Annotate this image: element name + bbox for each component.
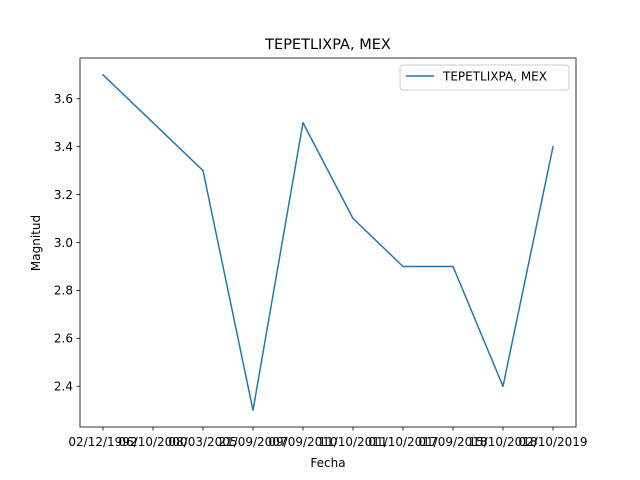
y-tick-label: 3.0 bbox=[54, 236, 73, 250]
x-tick-label: 15/10/2018 bbox=[468, 435, 537, 449]
y-tick-label: 2.6 bbox=[54, 332, 73, 346]
x-axis-label: Fecha bbox=[310, 456, 345, 470]
y-tick-label: 3.4 bbox=[54, 140, 73, 154]
x-tick-label: 02/12/1992 bbox=[68, 435, 137, 449]
plot-area bbox=[80, 58, 576, 427]
x-tick-label: 01/10/2017 bbox=[368, 435, 437, 449]
x-tick-label: 02/10/2019 bbox=[518, 435, 587, 449]
series-layer bbox=[101, 73, 554, 411]
y-axis-label: Magnitud bbox=[29, 215, 43, 271]
y-tick-label: 2.8 bbox=[54, 284, 73, 298]
y-axis: 2.4 2.6 2.8 3.0 3.2 3.4 3.6 bbox=[54, 92, 80, 394]
x-tick-label: 08/03/2005 bbox=[168, 435, 237, 449]
y-tick-label: 2.4 bbox=[54, 380, 73, 394]
plot-frame bbox=[79, 57, 577, 428]
y-tick-label: 3.2 bbox=[54, 188, 73, 202]
x-tick-label: 06/10/2000 bbox=[118, 435, 187, 449]
series-line bbox=[101, 73, 554, 411]
y-tick-label: 3.6 bbox=[54, 92, 73, 106]
x-tick-label: 09/09/2010 bbox=[268, 435, 337, 449]
x-tick-label: 11/10/2011 bbox=[318, 435, 387, 449]
legend-box bbox=[399, 64, 570, 91]
x-tick-label: 21/09/2007 bbox=[218, 435, 287, 449]
x-axis: 02/12/199206/10/200008/03/200521/09/2007… bbox=[68, 427, 588, 449]
legend: TEPETLIXPA, MEX bbox=[399, 64, 570, 91]
x-tick-label: 01/09/2018 bbox=[418, 435, 487, 449]
legend-label: TEPETLIXPA, MEX bbox=[442, 70, 547, 84]
chart-title: TEPETLIXPA, MEX bbox=[264, 37, 391, 53]
